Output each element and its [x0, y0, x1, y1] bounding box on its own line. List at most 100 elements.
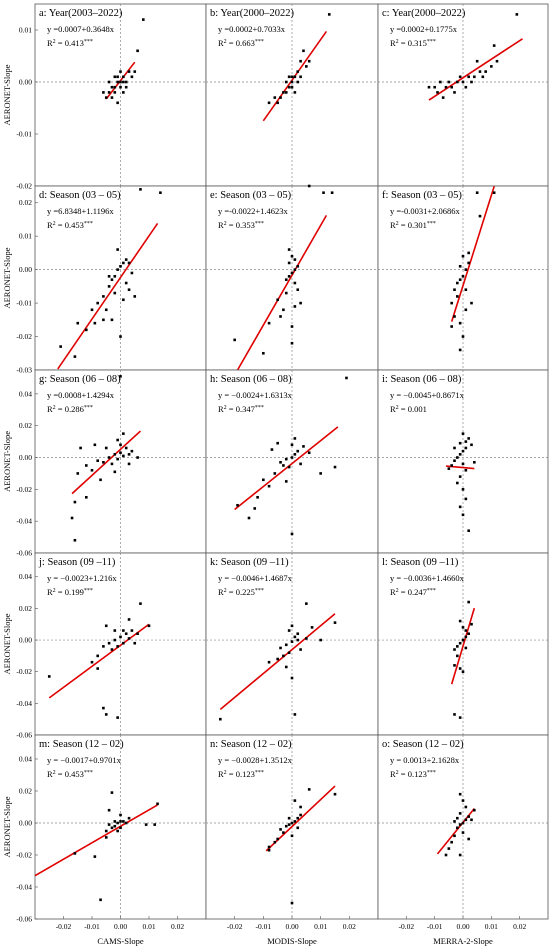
data-point — [296, 264, 300, 268]
data-point — [290, 676, 294, 680]
data-point — [290, 75, 294, 79]
panel-title: i: Season (06 – 08) — [382, 374, 462, 385]
data-point — [293, 91, 297, 94]
data-point — [116, 248, 119, 251]
data-point — [76, 472, 80, 475]
data-point — [119, 335, 122, 338]
data-point — [90, 660, 94, 664]
y-tick-label: 0.01 — [19, 26, 32, 35]
data-point — [113, 470, 117, 474]
data-point — [464, 85, 468, 89]
data-point — [262, 351, 265, 355]
regression-equation: y = −0.0024+1.6313x — [218, 390, 293, 400]
data-point — [287, 248, 291, 251]
data-point — [124, 281, 128, 285]
fit-line — [57, 222, 159, 370]
data-point — [458, 641, 462, 645]
data-point — [110, 85, 114, 89]
data-point — [267, 321, 271, 325]
data-point — [453, 288, 456, 292]
data-point — [307, 451, 311, 455]
data-point — [104, 713, 108, 716]
y-tick-label: 0.00 — [19, 78, 32, 87]
data-point — [464, 268, 468, 271]
data-point — [282, 464, 285, 467]
y-axis-title: AERONET-Slope — [2, 796, 12, 857]
fit-line — [219, 613, 336, 710]
data-point — [290, 640, 294, 643]
y-tick-label: -0.06 — [16, 731, 32, 740]
data-point — [299, 648, 302, 651]
y-tick-label: -0.03 — [16, 366, 32, 375]
data-point — [130, 629, 134, 632]
data-point — [475, 191, 479, 194]
y-tick-label: -0.02 — [16, 182, 32, 191]
data-point — [450, 464, 453, 467]
fit-line — [34, 804, 158, 877]
data-point — [113, 453, 117, 456]
fit-line — [48, 623, 150, 699]
data-point — [127, 261, 131, 265]
data-point — [282, 308, 285, 312]
data-point — [433, 85, 436, 89]
data-point — [458, 278, 462, 281]
data-point — [458, 453, 462, 456]
data-point — [110, 96, 114, 99]
data-point — [458, 321, 462, 325]
data-point — [333, 465, 337, 469]
data-point — [296, 826, 300, 830]
data-point — [104, 308, 108, 312]
data-point — [453, 459, 456, 463]
data-point — [127, 288, 131, 292]
data-point — [262, 478, 265, 482]
data-point — [290, 532, 294, 536]
data-point — [467, 837, 470, 841]
data-point — [287, 85, 291, 89]
data-point — [127, 618, 131, 621]
data-point — [102, 91, 105, 94]
fit-line — [105, 61, 136, 100]
data-point — [456, 654, 459, 658]
panel-title: l: Season (09 –11) — [382, 557, 459, 568]
data-point — [247, 516, 251, 520]
data-point — [467, 529, 470, 533]
data-point — [122, 629, 125, 632]
data-point — [296, 632, 300, 636]
data-point — [287, 75, 291, 79]
data-point — [113, 629, 117, 632]
data-point — [70, 516, 74, 520]
data-point — [104, 624, 108, 628]
data-point — [124, 258, 128, 261]
data-point — [458, 716, 462, 719]
data-point — [279, 646, 282, 650]
data-point — [113, 638, 117, 642]
data-point — [439, 80, 442, 84]
data-point — [330, 191, 334, 194]
data-point — [456, 826, 459, 830]
data-point — [276, 837, 279, 841]
data-point — [456, 456, 459, 459]
regression-equation: y =0.0008+1.4294x — [47, 390, 115, 400]
data-point — [307, 59, 311, 63]
data-point — [119, 813, 122, 817]
x-axis-title: CAMS-Slope — [97, 936, 144, 946]
data-point — [273, 96, 277, 99]
data-point — [59, 345, 62, 348]
panel-g: g: Season (06 – 08) y =0.0008+1.4294x R2 =… — [16, 369, 207, 558]
panel-frame — [205, 3, 379, 187]
data-point — [299, 805, 302, 809]
data-point — [464, 646, 468, 650]
data-point — [116, 821, 119, 825]
data-point — [279, 828, 282, 831]
data-point — [102, 318, 105, 322]
data-point — [99, 898, 102, 902]
fit-line — [450, 607, 476, 685]
data-point — [219, 717, 222, 721]
r-squared: R2 = 0.301*** — [390, 220, 436, 230]
data-point — [267, 101, 271, 105]
data-point — [136, 632, 139, 636]
data-point — [113, 75, 117, 79]
data-point — [450, 840, 453, 844]
data-point — [467, 251, 470, 255]
data-point — [293, 820, 297, 823]
